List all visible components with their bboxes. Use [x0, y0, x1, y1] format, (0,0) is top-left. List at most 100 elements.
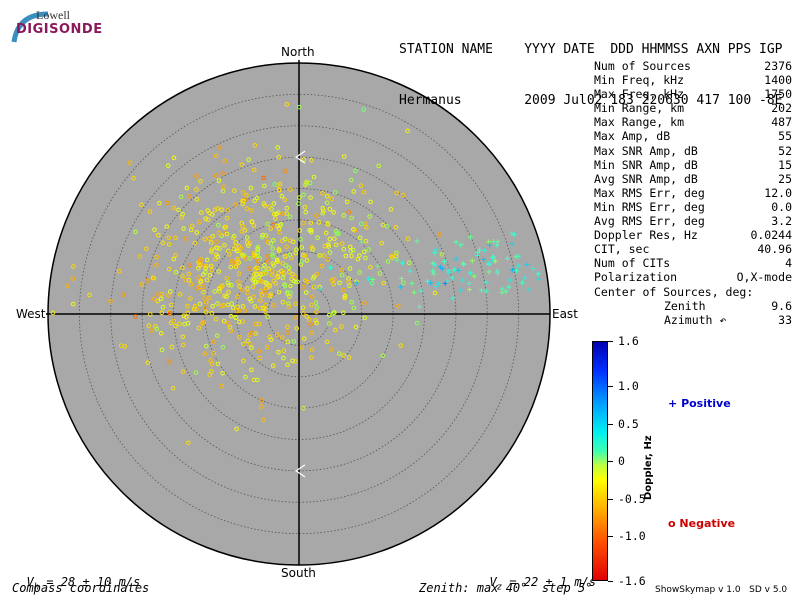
- positive-source-point: [414, 238, 420, 244]
- negative-source-point: [259, 292, 265, 298]
- negative-source-point: [139, 202, 144, 208]
- negative-source-point: [294, 247, 299, 252]
- negative-source-point: [389, 253, 394, 259]
- negative-source-point: [348, 248, 354, 254]
- negative-source-point: [268, 241, 274, 246]
- negative-source-point: [302, 253, 308, 259]
- negative-source-point: [313, 300, 319, 305]
- negative-source-point: [250, 284, 256, 289]
- positive-source-point: [491, 239, 497, 245]
- negative-source-point: [252, 198, 258, 204]
- negative-source-point: [271, 238, 276, 243]
- negative-source-point: [343, 253, 349, 259]
- positive-source-point: [432, 250, 438, 256]
- negative-source-point: [230, 260, 236, 265]
- negative-source-point: [239, 229, 245, 234]
- negative-source-point: [288, 283, 293, 289]
- negative-source-point: [332, 327, 338, 333]
- negative-source-point: [275, 145, 281, 150]
- positive-source-point: [453, 239, 459, 245]
- negative-source-point: [219, 303, 224, 309]
- positive-source-point: [466, 281, 472, 287]
- negative-source-point: [219, 207, 224, 212]
- negative-source-point: [210, 233, 216, 239]
- stat-row: Avg SNR Amp, dB 25: [594, 172, 792, 186]
- stat-row: Max Amp, dB 55: [594, 129, 792, 143]
- negative-source-point: [211, 351, 217, 356]
- negative-source-point: [363, 255, 368, 261]
- negative-source-point: [237, 284, 242, 289]
- negative-source-point: [202, 351, 208, 356]
- stat-label: Min RMS Err, deg: [594, 199, 705, 214]
- negative-source-point: [224, 294, 229, 299]
- negative-source-point: [393, 224, 399, 230]
- negative-source-point: [108, 298, 113, 304]
- negative-source-point: [196, 325, 202, 331]
- negative-source-point: [325, 257, 330, 262]
- negative-source-point: [258, 298, 263, 303]
- negative-source-point: [315, 235, 320, 241]
- positive-source-point: [481, 257, 487, 263]
- positive-source-point: [398, 276, 404, 282]
- negative-source-point: [364, 225, 369, 230]
- negative-source-point: [283, 263, 289, 268]
- positive-source-point: [515, 263, 521, 269]
- positive-source-point: [428, 280, 434, 286]
- negative-source-point: [220, 344, 226, 350]
- positive-source-point: [507, 277, 513, 283]
- logo-top-text: Lowell: [36, 8, 70, 22]
- center-zenith-row: Zenith 9.6: [594, 299, 792, 313]
- negative-source-point: [156, 292, 161, 297]
- positive-source-point: [450, 295, 456, 301]
- negative-source-point: [339, 241, 345, 246]
- negative-source-point: [284, 101, 290, 107]
- negative-source-point: [291, 339, 297, 344]
- stat-value: 1400: [764, 73, 792, 88]
- statistics-panel: Num of Sources 2376 Min Freq, kHz 1400 Max F…: [594, 59, 792, 327]
- negative-source-point: [232, 202, 238, 207]
- negative-source-point: [333, 228, 339, 234]
- header-line-1: STATION NAME YYYY DATE DDD HHMMSS AXN PP…: [399, 42, 783, 57]
- stat-value: 0.0244: [750, 228, 792, 243]
- stat-label: Max Amp, dB: [594, 129, 671, 144]
- negative-source-point: [263, 302, 269, 308]
- negative-source-point: [214, 239, 219, 245]
- stat-label: Doppler Res, Hz: [594, 228, 698, 243]
- negative-source-point: [320, 206, 326, 211]
- negative-source-point: [240, 198, 245, 204]
- negative-source-point: [325, 221, 330, 226]
- negative-source-point: [326, 312, 332, 318]
- positive-source-point: [399, 260, 405, 266]
- negative-source-point: [244, 206, 250, 211]
- negative-source-point: [202, 295, 207, 301]
- positive-source-point: [375, 263, 381, 269]
- negative-source-point: [301, 405, 306, 411]
- negative-source-point: [252, 267, 258, 272]
- positive-source-point: [431, 271, 437, 277]
- negative-source-point: [197, 219, 202, 225]
- negative-source-point: [331, 310, 336, 316]
- positive-source-point: [526, 286, 532, 292]
- negative-source-point: [203, 305, 209, 311]
- negative-source-point: [341, 353, 346, 358]
- colorbar-tick-label: 1.0: [618, 379, 639, 393]
- negative-source-point: [265, 221, 270, 227]
- stat-value: 487: [771, 115, 792, 130]
- negative-source-point: [189, 223, 195, 229]
- negative-source-point: [265, 259, 271, 264]
- negative-source-point: [311, 274, 317, 279]
- positive-source-point: [509, 267, 515, 273]
- positive-source-point: [469, 258, 475, 264]
- negative-source-point: [143, 246, 149, 252]
- positive-source-point: [394, 257, 400, 263]
- negative-source-point: [205, 208, 211, 213]
- negative-source-point: [314, 213, 319, 218]
- negative-source-point: [369, 280, 375, 286]
- negative-source-point: [385, 259, 391, 264]
- negative-source-point: [178, 194, 184, 200]
- positive-source-point: [503, 288, 509, 294]
- negative-source-point: [309, 347, 315, 352]
- negative-source-point: [279, 193, 285, 199]
- negative-source-point: [261, 201, 267, 206]
- negative-source-point: [304, 258, 310, 263]
